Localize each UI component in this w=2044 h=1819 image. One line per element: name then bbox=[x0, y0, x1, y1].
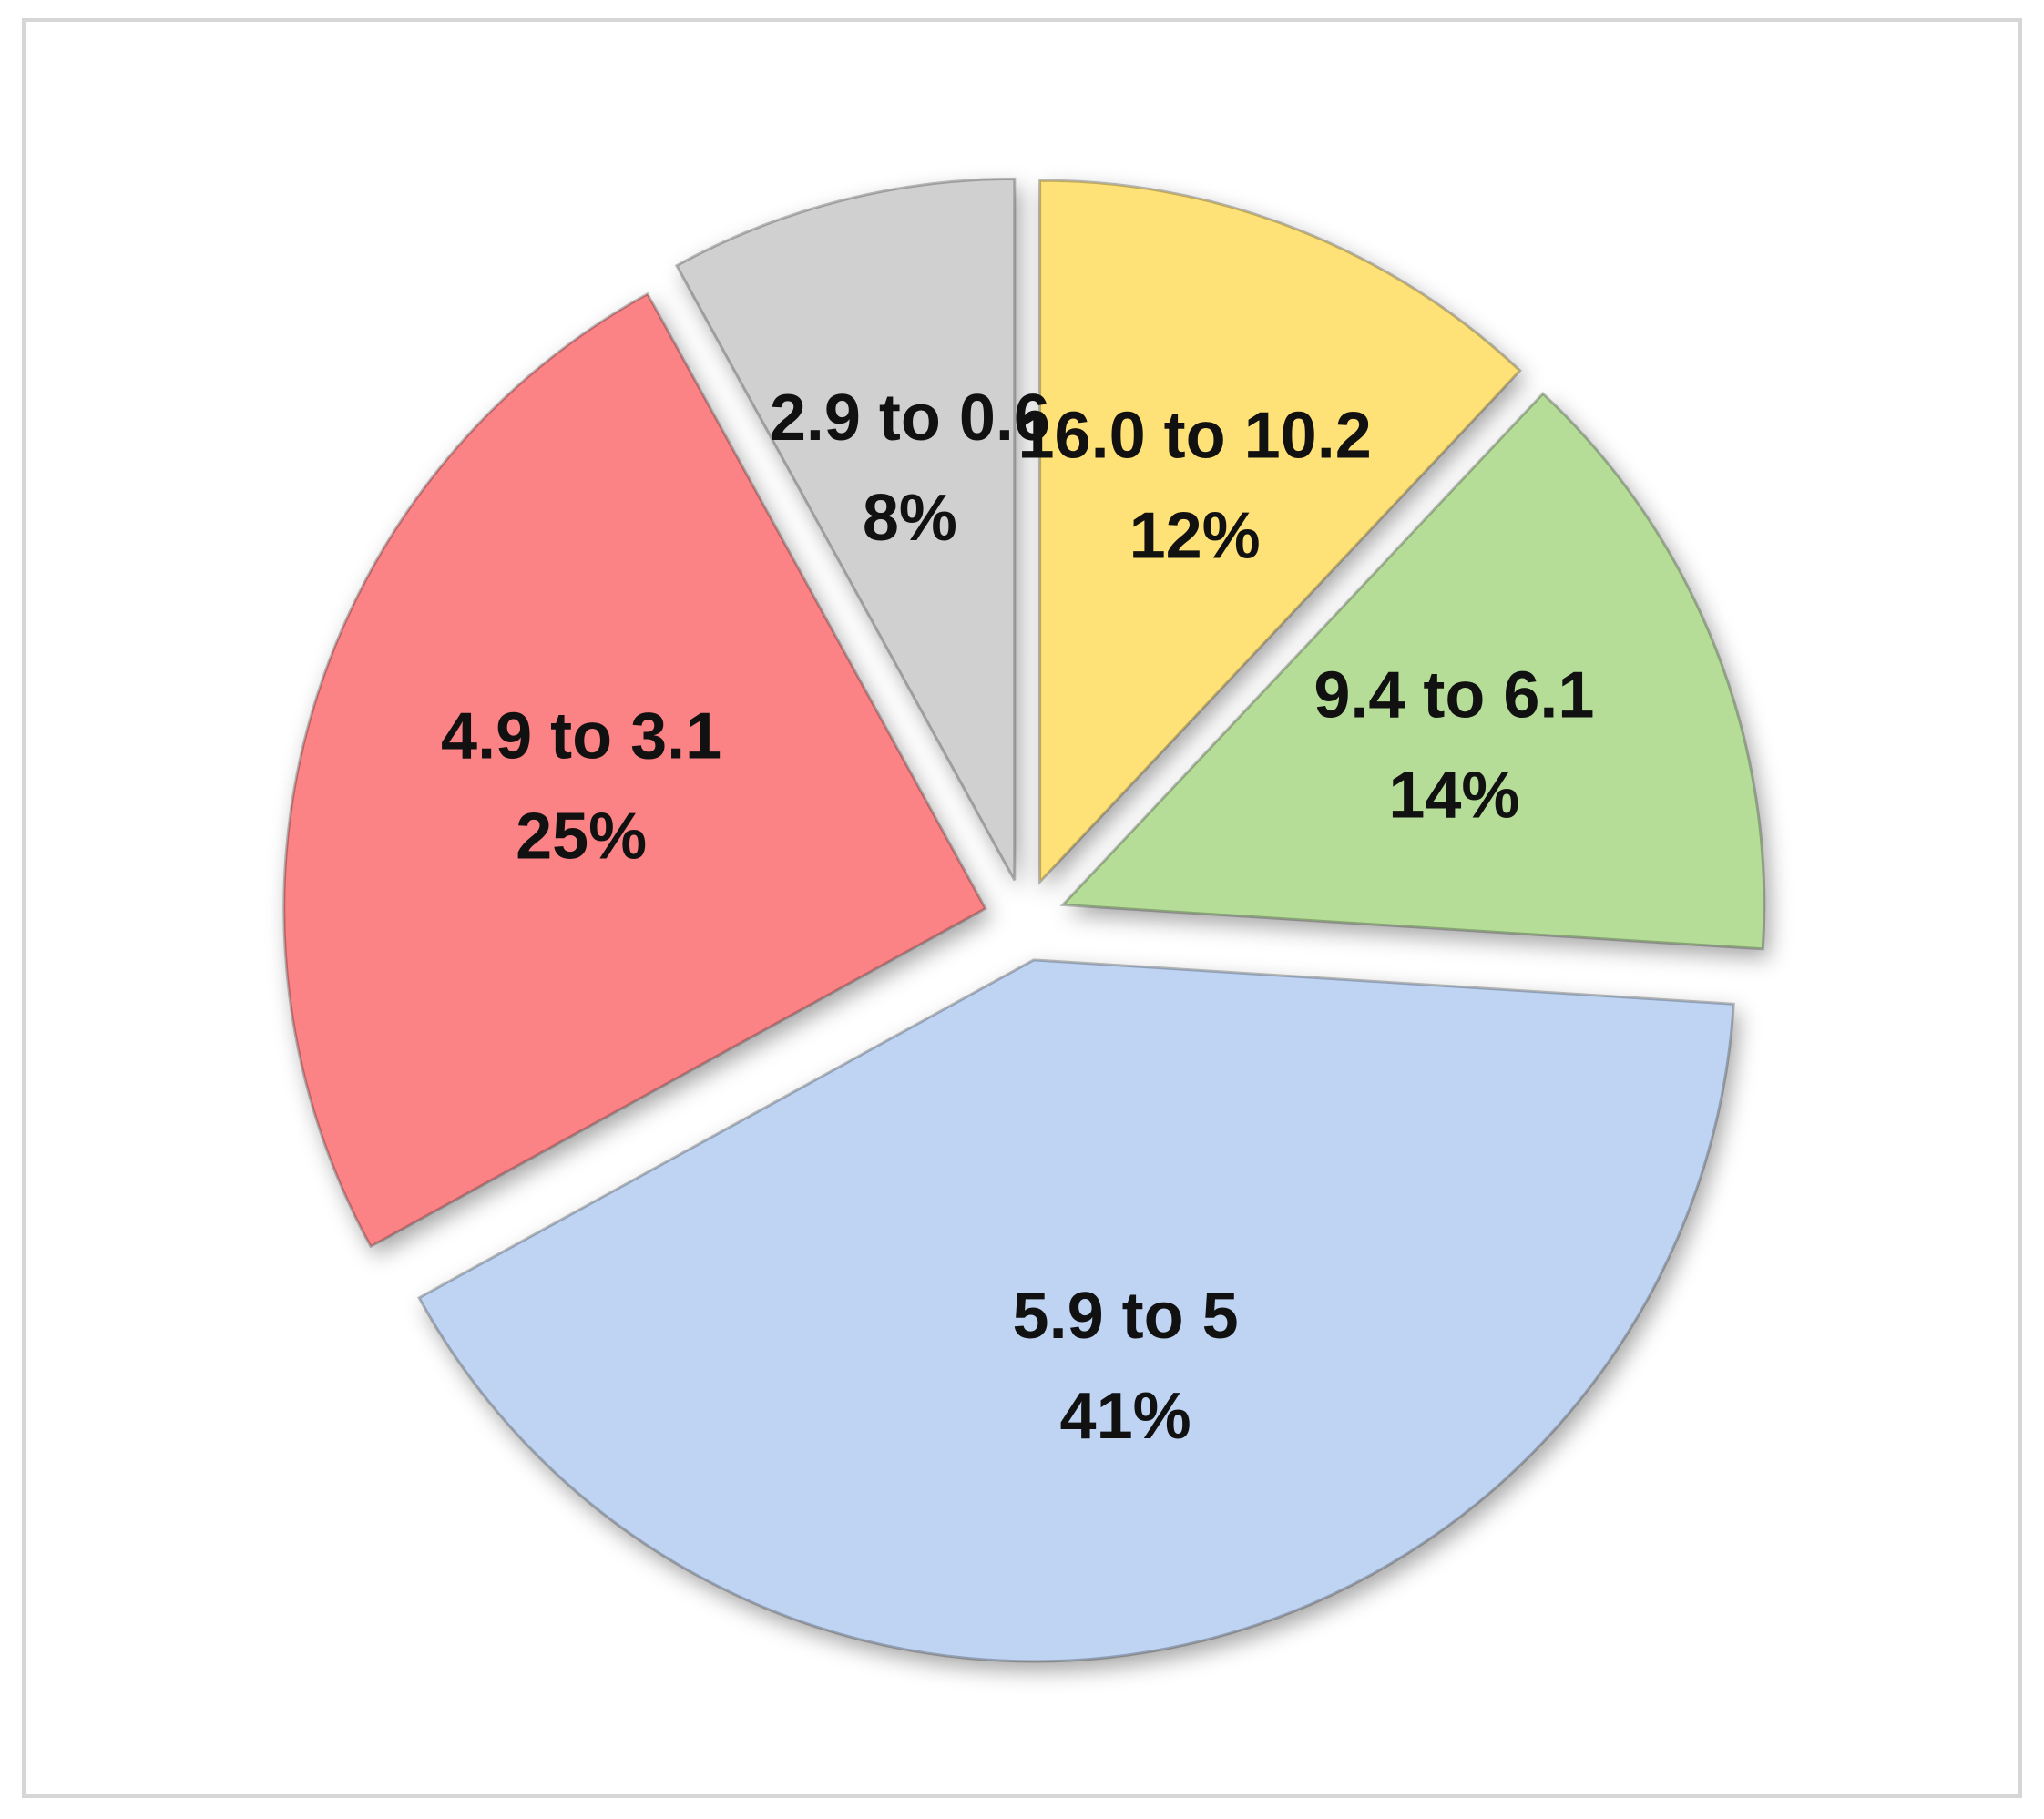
slices bbox=[282, 177, 1766, 1663]
slice-category: 9.4 to 6.1 bbox=[1313, 659, 1594, 731]
slice-value-label: 12% bbox=[1129, 500, 1261, 573]
slice-value-label: 14% bbox=[1388, 759, 1519, 832]
slice-category: 4.9 to 3.1 bbox=[441, 700, 721, 773]
slice-value-label: 8% bbox=[863, 482, 957, 555]
slice-category: 2.9 to 0.6 bbox=[770, 382, 1050, 455]
pie-slice bbox=[1059, 392, 1766, 951]
pie-slice bbox=[674, 177, 1017, 882]
slice-category: 5.9 to 5 bbox=[1013, 1280, 1239, 1353]
slice-value-label: 25% bbox=[516, 801, 647, 874]
slice-category: 16.0 to 10.2 bbox=[1018, 400, 1372, 473]
pie-slice bbox=[1038, 179, 1522, 885]
labels: 16.0 to 10.2 12% 9.4 to 6.1 14% 5.9 to 5 41% 4… bbox=[441, 382, 1594, 1453]
pie-slice bbox=[282, 291, 987, 1249]
slice-value-label: 41% bbox=[1060, 1380, 1191, 1453]
pie-slice bbox=[417, 958, 1735, 1663]
